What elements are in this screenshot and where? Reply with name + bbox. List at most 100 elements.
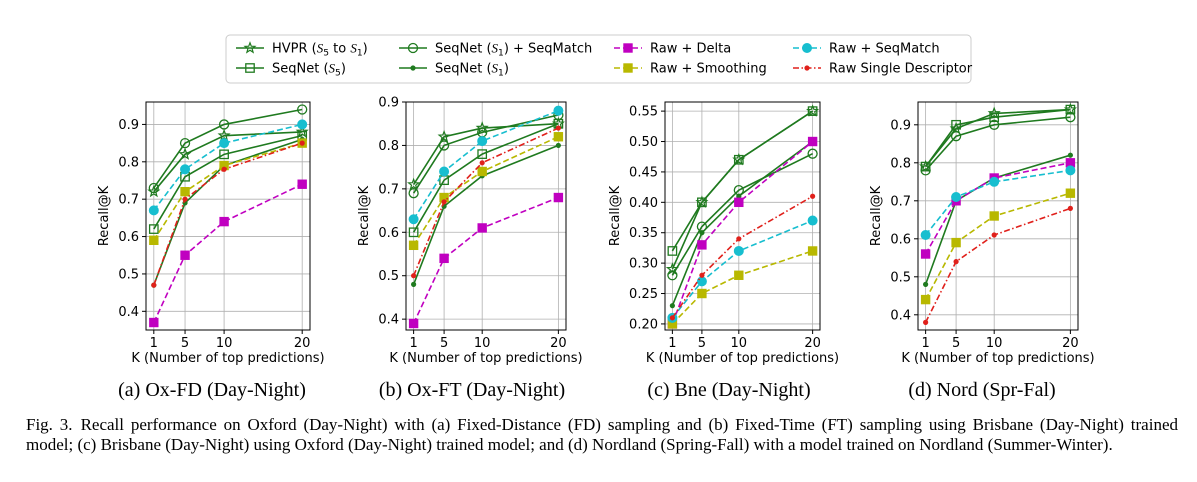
series-line-seqnet_s1 [412, 144, 559, 285]
y-tick-label: 0.45 [629, 165, 658, 180]
legend-entry-raw_smoothing: Raw + Smoothing [614, 62, 767, 77]
axes-frame [145, 101, 311, 331]
data-point-raw_single-5 [953, 259, 959, 265]
data-point-raw_smoothing-1 [408, 240, 419, 251]
legend-label: HVPR (S5 to S1) [272, 41, 368, 59]
legend-marker-icon [410, 65, 416, 71]
data-point-raw_smoothing-1 [149, 235, 159, 245]
x-tick-label: 20 [1062, 336, 1079, 351]
axes-frame [917, 101, 1079, 331]
series-line-hvpr [671, 110, 814, 270]
data-point-raw_seqmatch-20 [1065, 165, 1076, 176]
legend-marker-icon [804, 65, 810, 71]
series-line-raw_single [671, 195, 814, 319]
data-point-raw_seqmatch-10 [733, 245, 744, 256]
data-point-raw_delta-10 [477, 223, 487, 233]
panel-label: (d) Nord (Spr-Fal) [908, 379, 1055, 401]
data-point-raw_smoothing-10 [989, 211, 999, 221]
data-point-seqnet_s1-5 [699, 230, 705, 236]
series-line-seqnet_s1_seqmatch [925, 116, 1071, 171]
series-line-seqnet_s1_seqmatch [412, 114, 559, 194]
legend-label: Raw Single Descriptor [829, 62, 973, 77]
data-point-seqnet_s1_seqmatch-10 [218, 119, 230, 130]
series-line-raw_seqmatch [671, 219, 813, 319]
y-axis-label: Recall@K [608, 185, 623, 246]
caption-text: Recall performance on Oxford (Day-Night)… [26, 415, 1178, 454]
data-point-raw_smoothing-5 [951, 237, 961, 248]
data-point-hvpr-5 [437, 129, 451, 143]
data-point-hvpr-10 [475, 121, 489, 134]
data-point-raw_single-1 [923, 319, 929, 326]
data-point-seqnet_s5-10 [733, 154, 744, 165]
legend-label: SeqNet (S1) [435, 61, 509, 79]
y-axis-label: Recall@K [357, 185, 372, 246]
x-tick-label: 10 [731, 336, 748, 351]
series-raw_delta [149, 179, 307, 328]
legend-label: SeqNet (S5) [272, 61, 346, 79]
y-tick-label: 0.6 [118, 230, 139, 245]
data-point-raw_delta-10 [219, 216, 229, 227]
legend-label: SeqNet (S1) + SeqMatch [435, 41, 592, 59]
data-point-hvpr-20 [295, 124, 309, 138]
data-point-raw_seqmatch-1 [920, 230, 931, 240]
legend-marker-icon [802, 43, 812, 53]
legend-frame [225, 34, 972, 84]
y-tick-label: 0.4 [118, 305, 139, 320]
data-point-seqnet_s1_seqmatch-5 [179, 137, 191, 149]
data-point-seqnet_s5-1 [408, 227, 419, 238]
data-point-seqnet_s1_seqmatch-1 [920, 165, 931, 176]
data-point-raw_smoothing-20 [553, 132, 564, 142]
data-point-raw_delta-10 [734, 197, 744, 208]
chart-panel-3: 1 5 10 20 0.20 0.25 0.30 0.35 0.40 0.45 0.50 0.55 K … [608, 101, 839, 401]
y-tick-label: 0.35 [629, 226, 658, 241]
series-raw_single [669, 193, 816, 321]
axes-frame [405, 101, 567, 331]
y-tick-label: 0.8 [118, 155, 139, 170]
x-tick-label: 1 [150, 336, 158, 351]
series-line-raw_seqmatch [412, 109, 559, 220]
y-tick-label: 0.5 [890, 270, 911, 285]
legend-entry-raw_delta: Raw + Delta [614, 42, 731, 57]
y-tick-label: 0.40 [629, 196, 658, 211]
data-point-seqnet_s1_seqmatch-5 [438, 140, 450, 151]
y-axis-label: Recall@K [869, 185, 884, 246]
x-tick-label: 5 [952, 336, 960, 351]
panel-label: (a) Ox-FD (Day-Night) [118, 379, 306, 401]
data-point-seqnet_s1-1 [669, 303, 675, 309]
data-point-raw_delta-20 [297, 179, 307, 189]
data-point-hvpr-10 [217, 128, 231, 142]
data-point-raw_seqmatch-10 [477, 136, 488, 147]
x-axis-label: K (Number of top predictions) [389, 351, 582, 366]
x-axis-label: K (Number of top predictions) [901, 351, 1094, 366]
panel-label: (b) Ox-FT (Day-Night) [379, 379, 565, 401]
y-tick-label: 0.8 [890, 156, 911, 171]
data-point-raw_delta-5 [439, 253, 449, 264]
series-line-raw_single [924, 207, 1071, 323]
series-line-raw_smoothing [153, 142, 303, 241]
data-point-seqnet_s5-20 [807, 106, 818, 116]
series-raw_single [151, 140, 305, 288]
data-point-raw_single-10 [479, 160, 485, 166]
x-tick-label: 20 [804, 336, 821, 351]
data-point-raw_single-5 [182, 196, 188, 202]
series-raw_single [411, 125, 561, 279]
data-point-raw_seqmatch-5 [439, 166, 450, 177]
data-point-seqnet_s1_seqmatch-5 [950, 131, 962, 142]
y-tick-label: 0.25 [629, 287, 658, 302]
data-point-raw_single-10 [221, 166, 227, 172]
data-point-hvpr-10 [987, 106, 1001, 119]
series-line-raw_seqmatch [924, 169, 1071, 236]
data-point-seqnet_s5-1 [148, 224, 159, 234]
x-axis-label: K (Number of top predictions) [646, 351, 839, 366]
series-raw_single [923, 205, 1073, 326]
data-point-seqnet_s5-10 [477, 149, 488, 159]
series-raw_seqmatch [920, 165, 1076, 240]
x-tick-label: 1 [668, 336, 676, 351]
series-raw_seqmatch [667, 215, 818, 323]
y-tick-label: 0.8 [378, 139, 399, 154]
series-line-raw_delta [153, 183, 303, 323]
data-point-raw_single-1 [669, 315, 675, 321]
data-point-seqnet_s5-5 [697, 197, 707, 208]
data-point-raw_single-20 [810, 193, 816, 199]
x-tick-label: 20 [550, 336, 567, 351]
